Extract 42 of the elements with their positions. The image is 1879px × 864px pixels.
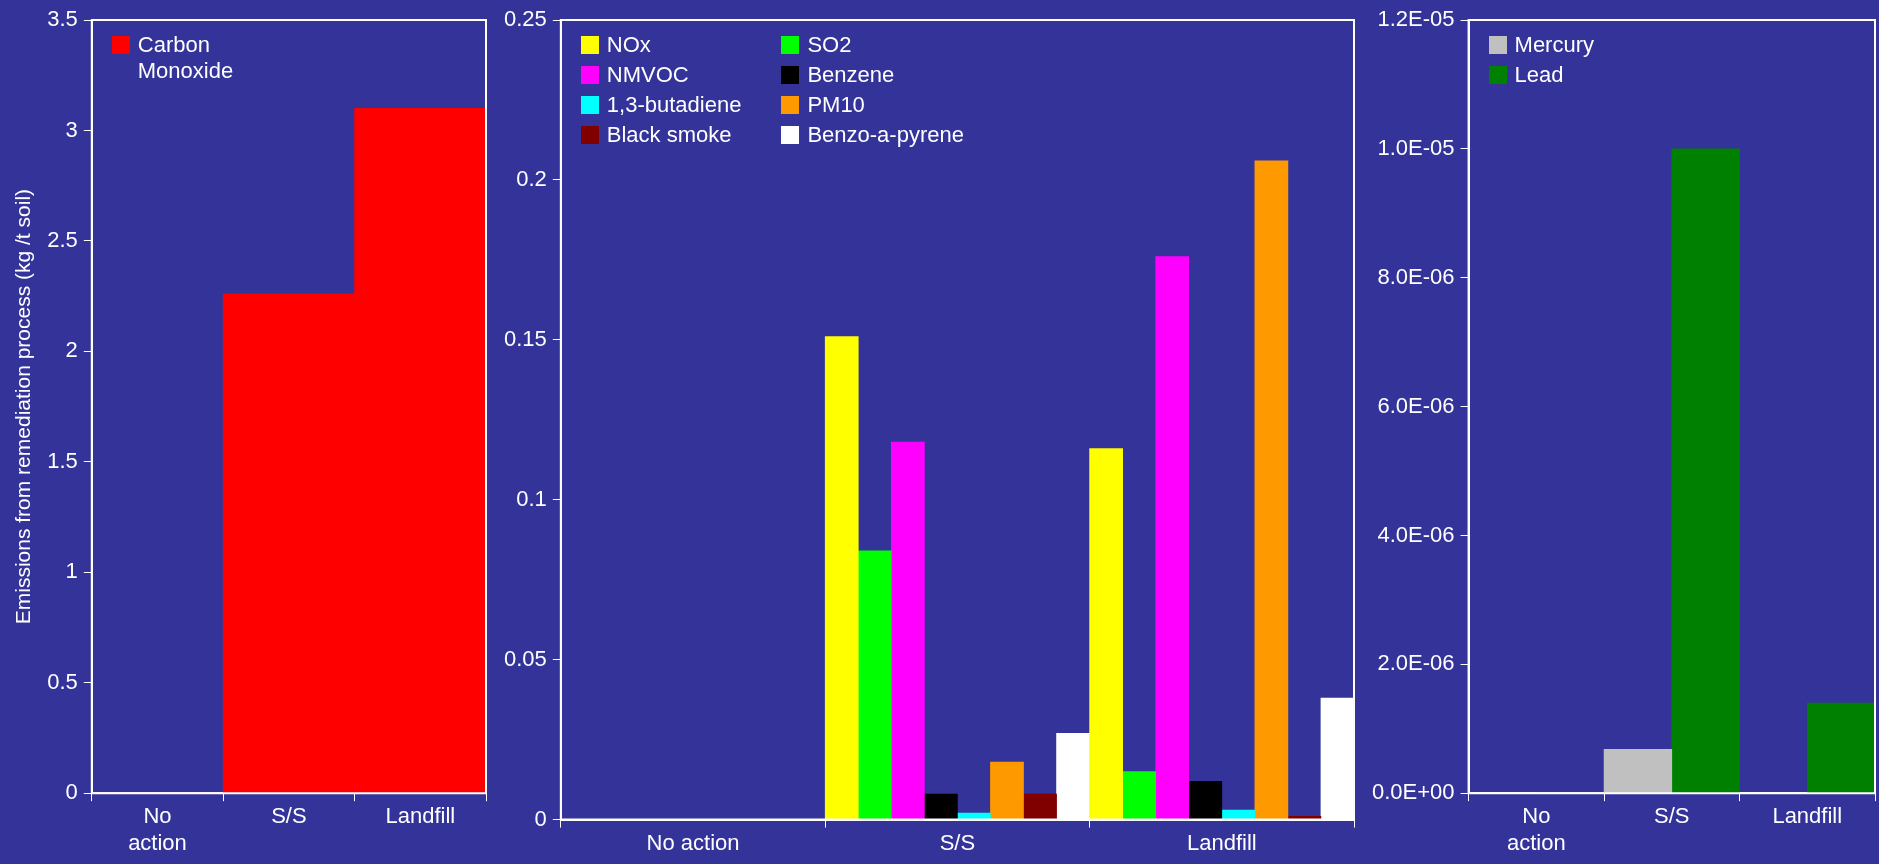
y-tick-label: 3: [65, 116, 78, 142]
legend-label: Benzo-a-pyrene: [807, 122, 964, 148]
y-tick-label: 0.05: [503, 645, 547, 671]
y-tick-label: 0.0E+00: [1372, 779, 1455, 805]
legend-label: SO2: [807, 32, 852, 58]
x-tick-label: No action: [128, 803, 187, 855]
y-tick-label: 8.0E-06: [1377, 263, 1455, 289]
legend-label: Lead: [1514, 62, 1564, 88]
y-tick-label: 4.0E-06: [1377, 521, 1455, 547]
x-tick-label: No action: [1506, 803, 1566, 855]
legend-label: Black smoke: [606, 122, 732, 148]
y-tick-label: 2.0E-06: [1377, 650, 1455, 676]
y-tick-label: 1: [65, 558, 78, 584]
y-tick-label: 0: [534, 805, 547, 831]
legend-label: PM10: [807, 92, 865, 118]
y-tick-label: 0.25: [503, 6, 547, 32]
y-tick-label: 1.0E-05: [1377, 134, 1455, 160]
y-tick-label: 3.5: [47, 6, 78, 32]
y-tick-label: 0.2: [516, 165, 547, 191]
x-tick-label: No action: [646, 829, 740, 855]
y-tick-label: 0: [65, 779, 78, 805]
x-tick-label: Landfill: [1186, 829, 1257, 855]
y-axis-title: Emissions from remediation process (kg /t soil): [11, 188, 35, 625]
legend-label: 1,3-butadiene: [606, 92, 742, 118]
legend-label: Carbon Monoxide: [137, 32, 235, 84]
y-tick-label: 6.0E-06: [1377, 392, 1455, 418]
legend-label: Benzene: [807, 62, 895, 88]
y-tick-label: 0.1: [516, 485, 547, 511]
legend-label: Mercury: [1514, 32, 1595, 58]
x-tick-label: Landfill: [1772, 803, 1843, 829]
y-tick-label: 0.15: [503, 325, 547, 351]
x-tick-label: S/S: [1654, 803, 1690, 829]
y-tick-label: 2.5: [47, 226, 78, 252]
y-tick-label: 0.5: [47, 668, 78, 694]
y-tick-label: 1.5: [47, 447, 78, 473]
legend-label: NOx: [606, 32, 651, 58]
legend-label: NMVOC: [606, 62, 689, 88]
x-tick-label: Landfill: [385, 803, 456, 829]
y-tick-label: 1.2E-05: [1377, 6, 1455, 32]
x-tick-label: S/S: [939, 829, 976, 855]
x-tick-label: S/S: [271, 803, 307, 829]
y-tick-label: 2: [65, 337, 78, 363]
